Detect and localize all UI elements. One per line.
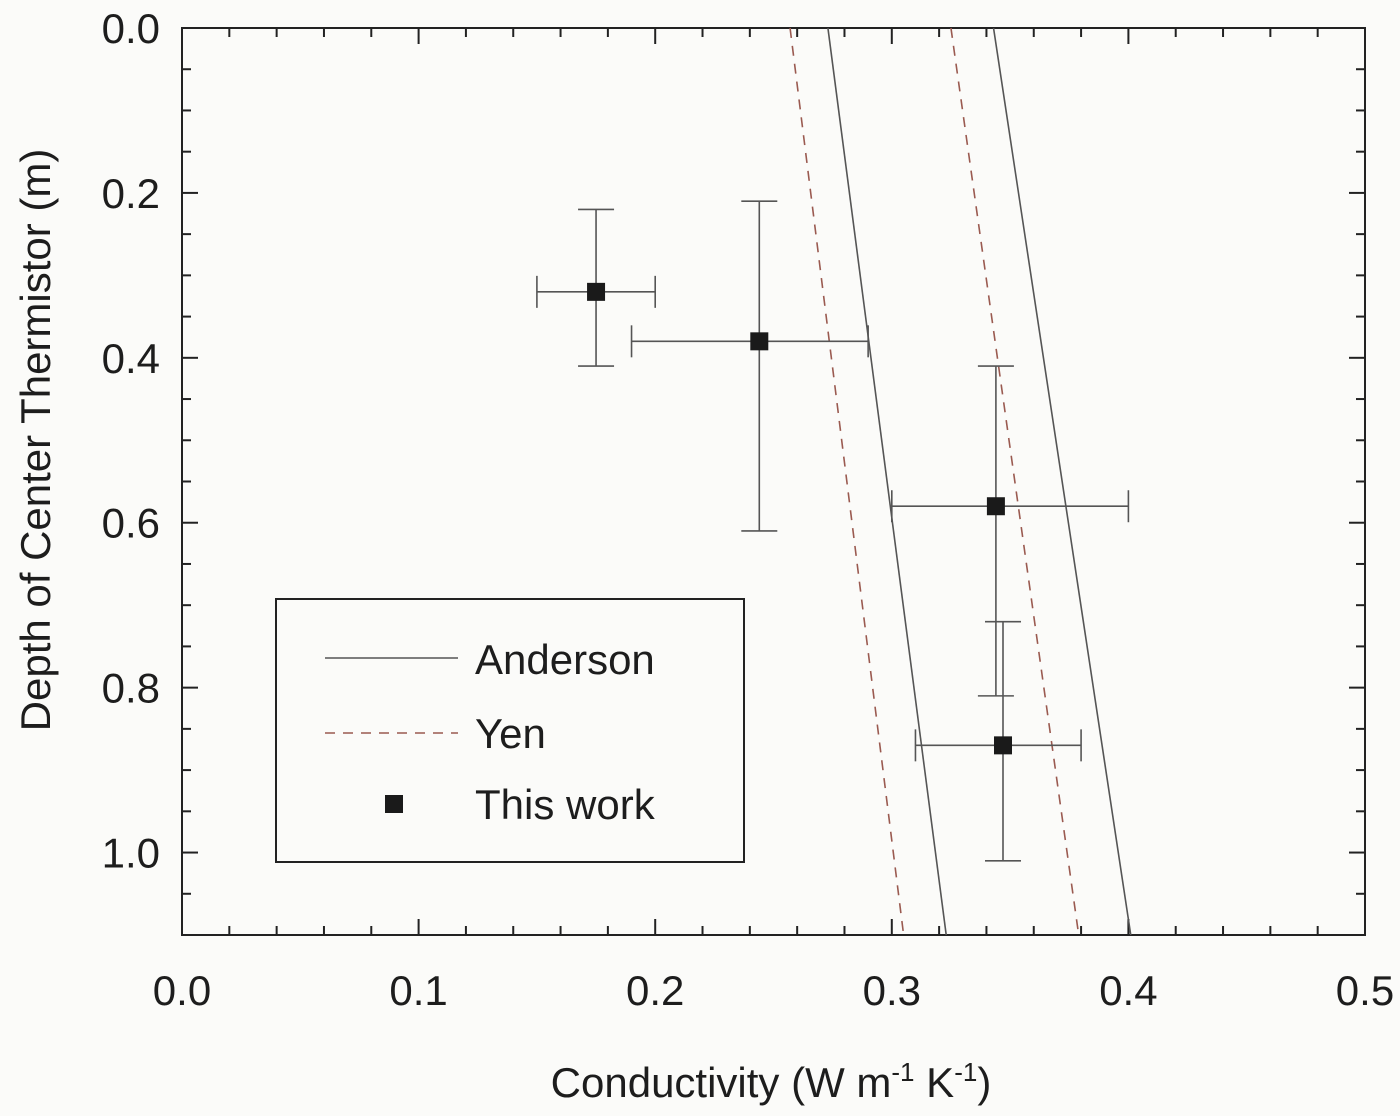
- legend: Anderson Yen This work: [275, 598, 745, 863]
- data-point: [890, 365, 1130, 697]
- legend-label-this-work: This work: [475, 781, 656, 828]
- x-tick-label: 0.5: [1336, 967, 1394, 1014]
- point-marker: [587, 282, 606, 301]
- data-points: [536, 200, 1130, 862]
- x-tick-label: 0.3: [863, 967, 921, 1014]
- y-tick-label: 0.0: [102, 5, 160, 52]
- series-line-yen: [789, 27, 905, 936]
- data-point: [630, 200, 869, 532]
- x-tick-label: 0.4: [1099, 967, 1157, 1014]
- data-point: [536, 208, 657, 367]
- x-axis-title: Conductivity (W m-1 K-1): [551, 1057, 992, 1106]
- y-axis-title: Depth of Center Thermistor (m): [12, 149, 59, 732]
- series-lines: [789, 27, 1132, 936]
- y-tick-label: 0.6: [102, 500, 160, 547]
- series-line-anderson: [992, 27, 1132, 936]
- x-tick-label: 0.0: [153, 967, 211, 1014]
- x-tick-label: 0.2: [626, 967, 684, 1014]
- y-tick-label: 1.0: [102, 830, 160, 877]
- x-tick-labels: 0.0 0.1 0.2 0.3 0.4 0.5: [153, 967, 1394, 1014]
- axis-ticks: [181, 27, 1366, 936]
- y-tick-labels: 0.0 0.2 0.4 0.6 0.8 1.0: [102, 5, 160, 877]
- y-tick-label: 0.2: [102, 170, 160, 217]
- y-tick-label: 0.8: [102, 665, 160, 712]
- point-marker: [750, 332, 769, 351]
- legend-swatch-this-work: [385, 795, 403, 813]
- point-marker: [986, 497, 1005, 516]
- legend-label-anderson: Anderson: [475, 636, 655, 683]
- data-point: [914, 620, 1082, 862]
- series-line-anderson: [827, 27, 948, 936]
- y-tick-label: 0.4: [102, 335, 160, 382]
- x-tick-label: 0.1: [389, 967, 447, 1014]
- legend-label-yen: Yen: [475, 710, 546, 757]
- legend-box: [275, 598, 745, 863]
- point-marker: [994, 736, 1013, 755]
- series-line-yen: [950, 27, 1080, 936]
